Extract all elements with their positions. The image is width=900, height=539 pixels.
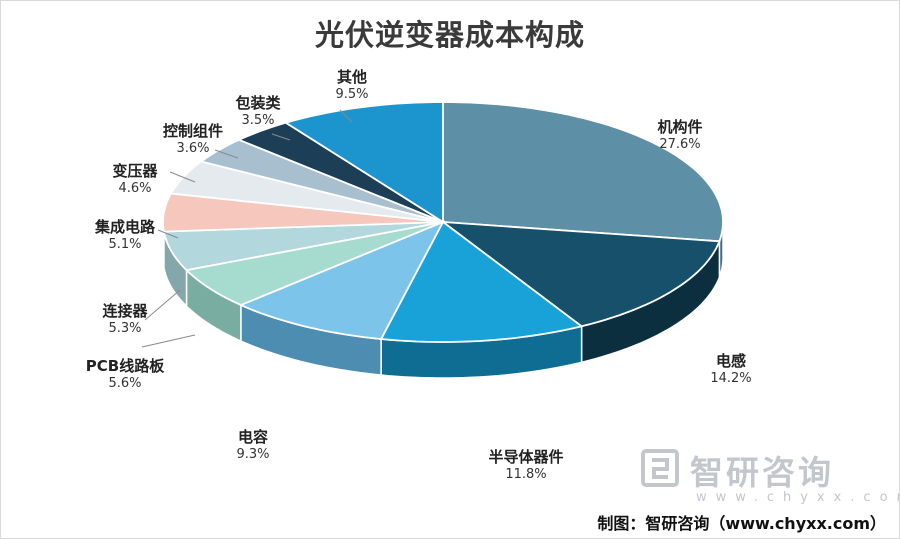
company-logo-icon [641,449,679,487]
leader-line-lianjieqi [144,289,181,321]
leader-line-bianyaqi [169,171,196,183]
slice-label-lianjieqi: 连接器 5.3% [75,302,175,338]
slice-label-value: 9.3% [236,447,270,462]
slice-label-name: 连接器 [102,302,148,320]
slice-label-value: 3.5% [241,113,275,128]
slice-label-value: 9.5% [335,87,369,102]
slice-label-value: 27.6% [659,137,701,152]
leader-line-kongzhizujian [214,149,239,159]
pie-top-faces [162,101,724,343]
pie-slice-jigoujian [442,101,724,243]
pie-slice-bandaoti [379,220,584,343]
slice-label-value: 11.8% [505,467,547,482]
leader-line-pcb [141,334,196,348]
slice-label-name: 电感 [715,352,746,370]
slice-label-value: 5.6% [108,376,142,391]
slice-label-jigoujian: 机构件 27.6% [630,118,730,154]
watermark: 智研咨询 www.chyxx.com [640,444,900,505]
pie-slice-lianjieqi [162,221,444,272]
pie-slice-jichengdianlu [162,192,444,233]
slice-label-value: 4.6% [118,181,152,196]
slice-label-diangan: 电感 14.2% [681,352,781,388]
chart-title: 光伏逆变器成本构成 [314,18,585,52]
pie-slice-baozhuang [236,121,444,223]
slice-label-qita: 其他 9.5% [302,68,402,104]
leader-line-qita [339,109,353,123]
pie-slice-diangan [440,220,721,328]
watermark-name: 智研咨询 [690,453,834,492]
pie-side-walls [162,222,724,379]
slice-label-name: 电容 [237,428,268,446]
slice-label-value: 5.1% [108,237,142,252]
pie-slice-qita [283,101,444,224]
slice-label-value: 14.2% [710,371,752,386]
pie-slice-kongzhizujian [199,138,444,223]
slice-label-value: 3.6% [176,141,210,156]
watermark-url: www.chyxx.com [696,490,900,505]
slice-label-dianrong: 电容 9.3% [203,428,303,464]
slice-label-name: 集成电路 [94,218,155,236]
slice-label-name: 其他 [336,68,367,86]
slice-label-bandaoti: 半导体器件 11.8% [476,448,576,484]
slice-label-baozhuang: 包装类 3.5% [208,94,308,130]
leader-line-jichengdianlu [157,229,179,239]
slice-label-name: 变压器 [112,162,158,180]
pie-slice-dianrong [238,220,445,340]
slice-label-name: 控制组件 [162,122,223,140]
pie-slice-pcb [184,221,444,306]
slice-label-name: 机构件 [657,118,703,136]
slice-label-value: 5.3% [108,321,142,336]
slice-label-pcb: PCB线路板 5.6% [75,357,175,393]
slice-label-bianyaqi: 变压器 4.6% [85,162,185,198]
slice-label-name: PCB线路板 [85,357,165,375]
source-note: 制图：智研咨询（www.chyxx.com） [597,514,886,533]
leader-line-baozhuang [271,133,291,141]
slice-label-name: 包装类 [235,94,281,112]
slice-label-kongzhizujian: 控制组件 3.6% [143,122,243,158]
slice-label-jichengdianlu: 集成电路 5.1% [75,218,175,254]
slice-label-name: 半导体器件 [488,448,564,466]
